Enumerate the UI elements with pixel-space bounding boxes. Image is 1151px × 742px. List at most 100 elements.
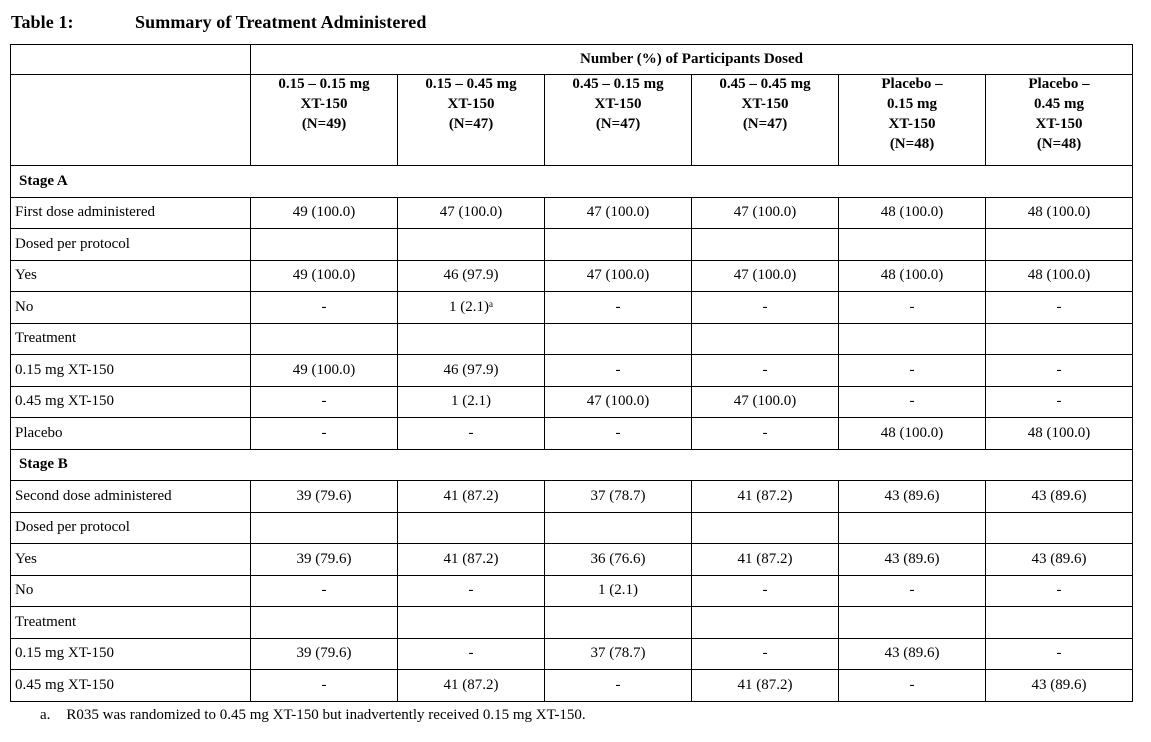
section-header-stage-b: Stage B [9, 448, 1134, 481]
column-header-2: 0.15 – 0.45 mg XT-150 (N=47) [397, 74, 545, 166]
data-cell: - [397, 417, 545, 450]
data-cell: 36 (76.6) [544, 543, 692, 576]
data-cell: - [250, 574, 398, 607]
footnote-marker: a. [40, 706, 51, 723]
data-cell: - [984, 354, 1134, 387]
data-cell: 48 (100.0) [838, 196, 986, 229]
data-cell: 48 (100.0) [984, 417, 1134, 450]
row-label: Treatment [10, 606, 251, 639]
data-cell: - [397, 574, 545, 607]
data-cell [397, 228, 545, 261]
data-cell [838, 322, 986, 355]
row-label: Dosed per protocol [10, 228, 251, 261]
data-cell [691, 511, 839, 544]
row-label: Dosed per protocol [10, 511, 251, 544]
data-cell: 41 (87.2) [691, 669, 839, 702]
data-cell: - [838, 385, 986, 418]
data-cell [250, 228, 398, 261]
data-cell: 1 (2.1) [544, 574, 692, 607]
data-cell: - [984, 637, 1134, 670]
data-cell: 39 (79.6) [250, 543, 398, 576]
data-cell: 43 (89.6) [984, 480, 1134, 513]
data-cell: 37 (78.7) [544, 637, 692, 670]
data-cell: - [691, 354, 839, 387]
data-cell [397, 511, 545, 544]
data-cell: - [838, 291, 986, 324]
row-label: No [10, 291, 251, 324]
data-cell: 41 (87.2) [397, 543, 545, 576]
data-cell: - [397, 637, 545, 670]
row-label: Yes [10, 543, 251, 576]
row-label: Placebo [10, 417, 251, 450]
row-label: 0.15 mg XT-150 [10, 354, 251, 387]
data-cell: 47 (100.0) [544, 196, 692, 229]
data-cell: 48 (100.0) [838, 259, 986, 292]
data-cell: - [691, 637, 839, 670]
data-cell: 43 (89.6) [984, 669, 1134, 702]
data-cell: - [691, 291, 839, 324]
data-cell: 41 (87.2) [397, 480, 545, 513]
data-cell: - [984, 291, 1134, 324]
data-cell [544, 228, 692, 261]
data-cell: 1 (2.1) [397, 385, 545, 418]
data-cell: - [544, 354, 692, 387]
data-cell: 43 (89.6) [838, 480, 986, 513]
data-cell: - [250, 669, 398, 702]
data-cell: 47 (100.0) [691, 259, 839, 292]
data-cell: 41 (87.2) [397, 669, 545, 702]
data-cell: 47 (100.0) [544, 259, 692, 292]
data-cell: 48 (100.0) [984, 196, 1134, 229]
data-cell: 39 (79.6) [250, 480, 398, 513]
data-cell [838, 228, 986, 261]
data-cell: 41 (87.2) [691, 480, 839, 513]
data-cell [838, 511, 986, 544]
data-cell [544, 322, 692, 355]
column-header-5: Placebo – 0.15 mg XT-150 (N=48) [838, 74, 986, 166]
data-cell [250, 606, 398, 639]
data-cell: 47 (100.0) [397, 196, 545, 229]
data-cell: 46 (97.9) [397, 354, 545, 387]
row-label: First dose administered [10, 196, 251, 229]
data-cell: - [838, 574, 986, 607]
data-cell: 43 (89.6) [838, 637, 986, 670]
data-cell [250, 511, 398, 544]
data-cell: 47 (100.0) [691, 385, 839, 418]
data-cell [397, 322, 545, 355]
data-cell: 41 (87.2) [691, 543, 839, 576]
treatment-summary-table: Number (%) of Participants Dosed 0.15 – … [9, 44, 1134, 702]
data-cell: 43 (89.6) [838, 543, 986, 576]
data-cell: 47 (100.0) [544, 385, 692, 418]
data-cell [250, 322, 398, 355]
spanner-header: Number (%) of Participants Dosed [249, 44, 1134, 75]
data-cell [984, 511, 1134, 544]
table-title-text: Summary of Treatment Administered [135, 12, 427, 32]
data-cell: 39 (79.6) [250, 637, 398, 670]
column-header-1: 0.15 – 0.15 mg XT-150 (N=49) [250, 74, 398, 166]
data-cell: - [250, 291, 398, 324]
data-cell: - [984, 385, 1134, 418]
data-cell: - [544, 417, 692, 450]
data-cell: 48 (100.0) [838, 417, 986, 450]
data-cell [984, 322, 1134, 355]
data-cell: - [250, 417, 398, 450]
data-cell [544, 606, 692, 639]
data-cell: 49 (100.0) [250, 354, 398, 387]
data-cell: 49 (100.0) [250, 259, 398, 292]
header-stub-cell [10, 44, 251, 75]
data-cell: - [691, 417, 839, 450]
data-cell [984, 228, 1134, 261]
data-cell [691, 606, 839, 639]
data-cell [691, 322, 839, 355]
data-cell [544, 511, 692, 544]
section-header-stage-a: Stage A [9, 165, 1134, 198]
row-label: No [10, 574, 251, 607]
row-label: Treatment [10, 322, 251, 355]
header-stub-cell [10, 74, 251, 166]
data-cell: - [838, 354, 986, 387]
table-title: Table 1: Summary of Treatment Administer… [0, 0, 1151, 33]
table-title-label: Table 1: [11, 12, 74, 32]
row-label: 0.45 mg XT-150 [10, 385, 251, 418]
data-cell: 43 (89.6) [984, 543, 1134, 576]
data-cell: - [544, 669, 692, 702]
